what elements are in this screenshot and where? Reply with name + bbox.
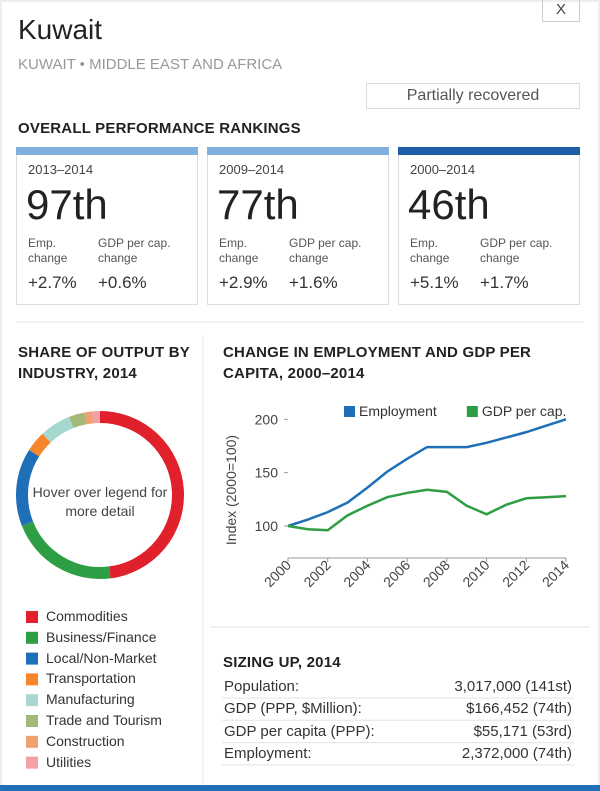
card-period: 2000–2014	[410, 162, 476, 177]
legend-swatch	[344, 406, 355, 417]
row-label: Employment:	[224, 744, 312, 762]
x-tick-label: 2004	[340, 557, 373, 590]
x-tick-label: 2002	[300, 557, 333, 590]
card	[16, 147, 198, 305]
metric-value: +0.6%	[98, 273, 147, 292]
metric-label: Emp. change	[219, 236, 259, 265]
legend-entry[interactable]: Local/Non-Market	[46, 649, 157, 666]
y-tick-label: 150	[255, 465, 279, 481]
card	[207, 147, 389, 305]
legend-entry[interactable]: Transportation	[46, 670, 136, 687]
metric-value: +1.6%	[289, 273, 338, 292]
card-period: 2009–2014	[219, 162, 285, 177]
bottom-bar	[0, 785, 600, 791]
legend-swatch	[26, 715, 38, 727]
donut-segment	[99, 411, 184, 579]
legend-swatch	[26, 611, 38, 623]
donut-segment	[42, 416, 74, 443]
row-value: 3,017,000 (141st)	[454, 678, 572, 695]
section-title: OVERALL PERFORMANCE RANKINGS	[18, 120, 301, 137]
legend-swatch	[26, 652, 38, 665]
x-tick-label: 2012	[499, 557, 532, 590]
donut-segment	[29, 433, 51, 457]
metric-label: GDP per cap. change	[98, 236, 171, 265]
legend-entry: GDP per cap.	[482, 403, 567, 419]
donut-center-text: Hover over legend for more detail	[32, 484, 168, 519]
metric-value: +5.1%	[410, 273, 459, 292]
row-value: 2,372,000 (74th)	[461, 744, 572, 762]
card-rank: 77th	[217, 181, 299, 228]
row-label: Population:	[224, 678, 300, 695]
row-value: $55,171 (53rd)	[473, 722, 572, 740]
legend-swatch	[26, 694, 38, 707]
row-value: $166,452 (74th)	[466, 700, 572, 718]
legend-entry: Employment	[359, 403, 437, 419]
legend-entry[interactable]: Trade and Tourism	[46, 712, 162, 728]
metric-label: GDP per cap. change	[289, 236, 362, 265]
card-rank: 46th	[408, 181, 490, 228]
legend-entry[interactable]: Manufacturing	[46, 691, 135, 708]
metric-label: Emp. change	[28, 236, 68, 265]
legend-swatch	[26, 756, 38, 769]
legend-entry[interactable]: Construction	[46, 732, 125, 749]
legend-entry[interactable]: Utilities	[46, 753, 92, 770]
row-label: GDP per capita (PPP):	[224, 722, 375, 740]
metric-value: +2.7%	[28, 273, 77, 292]
section-title: SIZING UP, 2014	[223, 654, 341, 671]
section-title: CHANGE IN EMPLOYMENT AND GDP PER CAPITA,…	[223, 344, 532, 382]
country-title: Kuwait	[18, 14, 103, 45]
donut-segment	[69, 412, 87, 429]
metric-value: +1.7%	[480, 273, 529, 292]
y-tick-label: 100	[255, 518, 279, 534]
x-tick-label: 2010	[459, 557, 492, 590]
donut-segment	[84, 411, 94, 425]
donut-segment	[16, 449, 40, 526]
donut-segment	[21, 521, 111, 579]
metric-value: +2.9%	[219, 273, 268, 292]
metric-label: GDP per cap. change	[480, 236, 553, 265]
x-tick-label: 2008	[420, 557, 453, 590]
legend-swatch	[26, 631, 38, 644]
row-label: GDP (PPP, $Million):	[224, 700, 362, 718]
card-bar	[207, 147, 389, 155]
card	[398, 147, 580, 305]
card-bar	[16, 147, 198, 155]
x-tick-label: 2000	[261, 557, 294, 590]
card-period: 2013–2014	[28, 162, 94, 177]
section-title: SHARE OF OUTPUT BY INDUSTRY, 2014	[18, 344, 190, 382]
legend-entry[interactable]: Business/Finance	[46, 628, 157, 645]
card-rank: 97th	[26, 181, 108, 228]
legend-swatch	[26, 735, 38, 748]
legend-entry[interactable]: Commodities	[46, 608, 128, 624]
card-bar	[398, 147, 580, 155]
y-tick-label: 200	[255, 411, 279, 427]
series-line	[287, 488, 567, 532]
x-tick-label: 2014	[539, 557, 572, 590]
series-line	[287, 418, 567, 528]
metric-label: Emp. change	[410, 236, 450, 265]
y-axis-label: Index (2000=100)	[223, 435, 239, 545]
legend-swatch	[466, 406, 478, 417]
x-tick-label: 2006	[380, 557, 413, 590]
close-button[interactable]: X	[542, 0, 580, 22]
subtitle: KUWAIT • MIDDLE EAST AND AFRICA	[18, 56, 283, 73]
status: Partially recovered	[366, 83, 580, 109]
legend-swatch	[26, 673, 38, 686]
